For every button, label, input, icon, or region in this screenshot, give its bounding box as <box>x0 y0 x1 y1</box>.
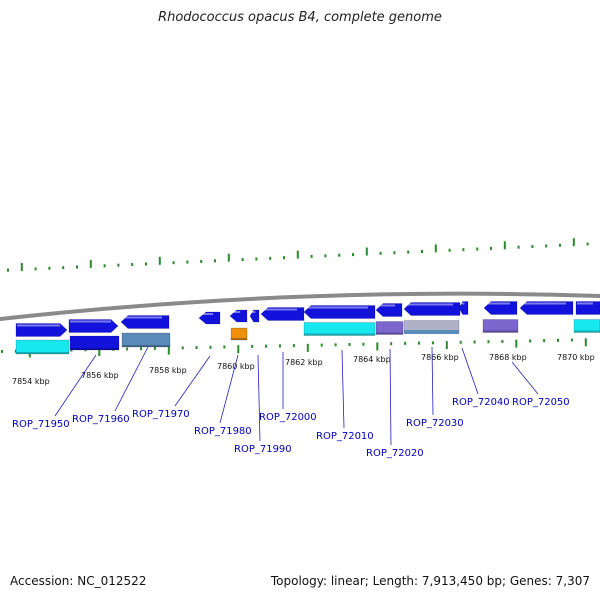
gene-ROP_72050 <box>519 301 574 315</box>
gene-label: ROP_72000 <box>259 412 317 423</box>
gene-label: ROP_71980 <box>194 426 252 437</box>
leader-line <box>257 354 261 442</box>
feature-cyan-1 <box>15 339 70 355</box>
scale-label: 7870 kbp <box>557 353 595 362</box>
feature-steel-1-shadow <box>122 345 170 347</box>
scale-label: 7864 kbp <box>353 355 391 364</box>
gene-label: ROP_72010 <box>316 431 374 442</box>
leader-line <box>341 349 345 429</box>
gene-label: ROP_72020 <box>366 448 424 459</box>
gene-track <box>15 301 600 355</box>
gene-ROP_72020-highlight <box>377 304 395 307</box>
gene-ROP_71950-highlight <box>17 324 60 327</box>
upper-tick-row <box>7 238 589 272</box>
gene-edge-highlight <box>577 302 593 305</box>
scale-label: 7862 kbp <box>285 358 323 367</box>
scale-label: 7856 kbp <box>81 371 119 380</box>
gene-leader-lines <box>54 346 539 446</box>
gene-small <box>249 309 260 323</box>
gene-ROP_72030-highlight <box>405 303 453 306</box>
gene-label: ROP_71960 <box>72 414 130 425</box>
feature-purple-2-shadow <box>483 330 518 333</box>
leader-line <box>511 361 539 395</box>
gene-edge <box>575 301 600 315</box>
accession-text: Accession: NC_012522 <box>10 574 147 588</box>
gene-small-highlight <box>251 311 256 313</box>
feature-orange <box>230 327 248 341</box>
gene-label: ROP_71950 <box>12 419 70 430</box>
feature-cyan-3-shadow <box>574 330 600 333</box>
leader-line <box>461 347 479 395</box>
scale-label: 7860 kbp <box>217 362 255 371</box>
scale-label: 7858 kbp <box>149 366 187 375</box>
feature-cyan-1-shadow <box>16 352 69 354</box>
feature-cyan-3 <box>573 319 600 333</box>
gene-small-2-highlight <box>460 302 465 305</box>
gene-ROP_71970 <box>120 315 170 329</box>
feature-cyan-2-shadow <box>304 333 375 336</box>
genome-backbone <box>0 291 600 321</box>
gene-label: ROP_71970 <box>132 409 190 420</box>
gene-ROP_72000-highlight <box>262 308 297 311</box>
feature-steel-1 <box>121 332 171 348</box>
gene-ROP_71990 <box>229 309 248 323</box>
gene-ROP_72020 <box>375 303 403 317</box>
gene-label: ROP_71990 <box>234 444 292 455</box>
feature-cyan-2 <box>303 322 376 336</box>
gene-label: ROP_72040 <box>452 397 510 408</box>
feature-purple-1 <box>375 321 404 335</box>
gene-label: ROP_72050 <box>512 397 570 408</box>
scale-label: 7868 kbp <box>489 353 527 362</box>
gene-ROP_72010-highlight <box>305 306 368 309</box>
gene-ROP_71950 <box>15 323 68 337</box>
gene-ROP_72010 <box>303 305 376 319</box>
leader-line <box>389 348 392 446</box>
genome-title: Rhodococcus opacus B4, complete genome <box>158 10 442 25</box>
feature-purple-1-shadow <box>376 332 403 335</box>
gene-label: ROP_72030 <box>406 418 464 429</box>
scale-label: 7854 kbp <box>12 377 50 386</box>
genome-summary-text: Topology: linear; Length: 7,913,450 bp; … <box>270 574 590 588</box>
feature-steel-strip <box>404 330 459 334</box>
gene-ROP_71960 <box>68 319 119 333</box>
leader-line <box>174 355 211 407</box>
gene-ROP_71960-highlight <box>70 320 111 323</box>
leader-line <box>54 354 97 417</box>
leader-line <box>431 346 434 416</box>
scale-label: 7866 kbp <box>421 353 459 362</box>
gene-small-2 <box>458 301 469 315</box>
gene-ROP_72050-highlight <box>521 302 566 305</box>
feature-purple-2 <box>482 319 519 333</box>
feature-orange-shadow <box>231 338 247 340</box>
gene-ROP_72040 <box>483 301 518 315</box>
leader-line <box>114 346 149 412</box>
scale-labels: 7854 kbp 7856 kbp 7858 kbp 7860 kbp 7862 kbp… <box>12 353 595 386</box>
gene-ROP_72000 <box>260 307 305 321</box>
gene-ROP_72040-highlight <box>485 302 510 305</box>
gene-ROP_71980 <box>198 311 221 325</box>
gene-ROP_71980-highlight <box>200 313 213 315</box>
gene-ROP_71990-highlight <box>231 311 241 313</box>
feature-blue-1 <box>69 335 120 351</box>
leader-line <box>219 354 239 424</box>
gene-labels: ROP_71950 ROP_71960 ROP_71970 ROP_71980 ROP_… <box>12 397 570 459</box>
gene-ROP_71970-highlight <box>122 316 162 319</box>
feature-blue-1-shadow <box>70 348 119 350</box>
